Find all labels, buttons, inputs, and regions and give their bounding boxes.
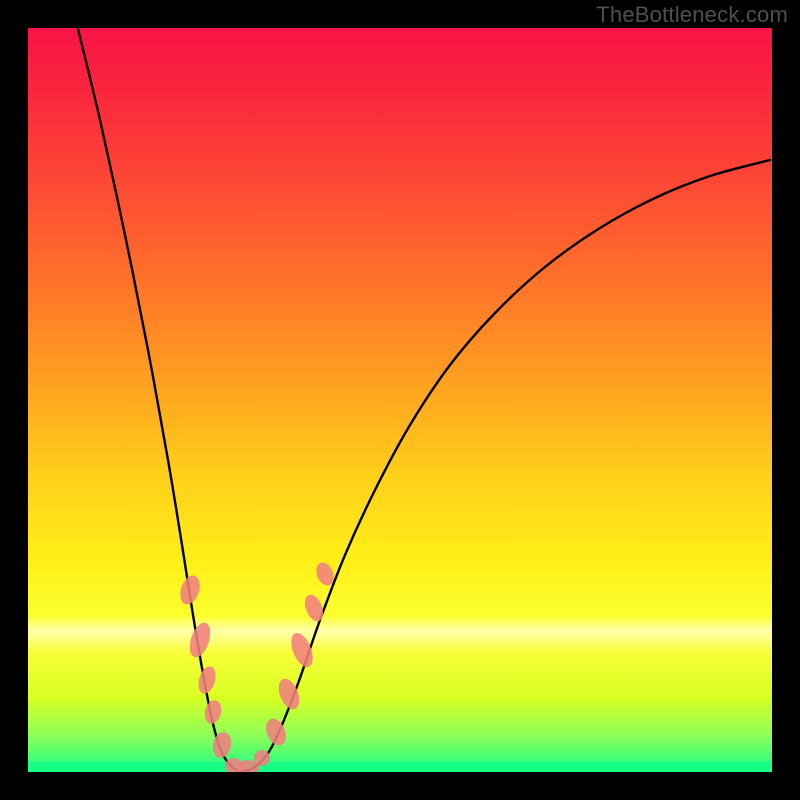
chart-frame: TheBottleneck.com xyxy=(0,0,800,800)
curve-marker xyxy=(254,750,270,766)
plot-background xyxy=(28,28,772,772)
green-base-strip xyxy=(28,762,772,772)
chart-svg xyxy=(0,0,800,800)
watermark-text: TheBottleneck.com xyxy=(596,2,788,28)
